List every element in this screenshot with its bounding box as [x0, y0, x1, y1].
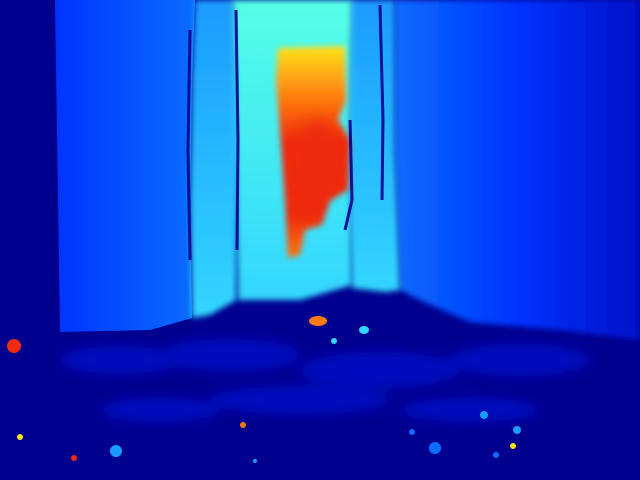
door-frame-left — [190, 0, 238, 318]
door-frame-right — [348, 0, 400, 292]
near-object — [276, 46, 350, 258]
floor-blobs — [7, 316, 521, 463]
right-wall — [395, 0, 640, 340]
left-wall — [55, 0, 195, 332]
depth-edges — [186, 4, 385, 261]
floor — [60, 339, 590, 422]
